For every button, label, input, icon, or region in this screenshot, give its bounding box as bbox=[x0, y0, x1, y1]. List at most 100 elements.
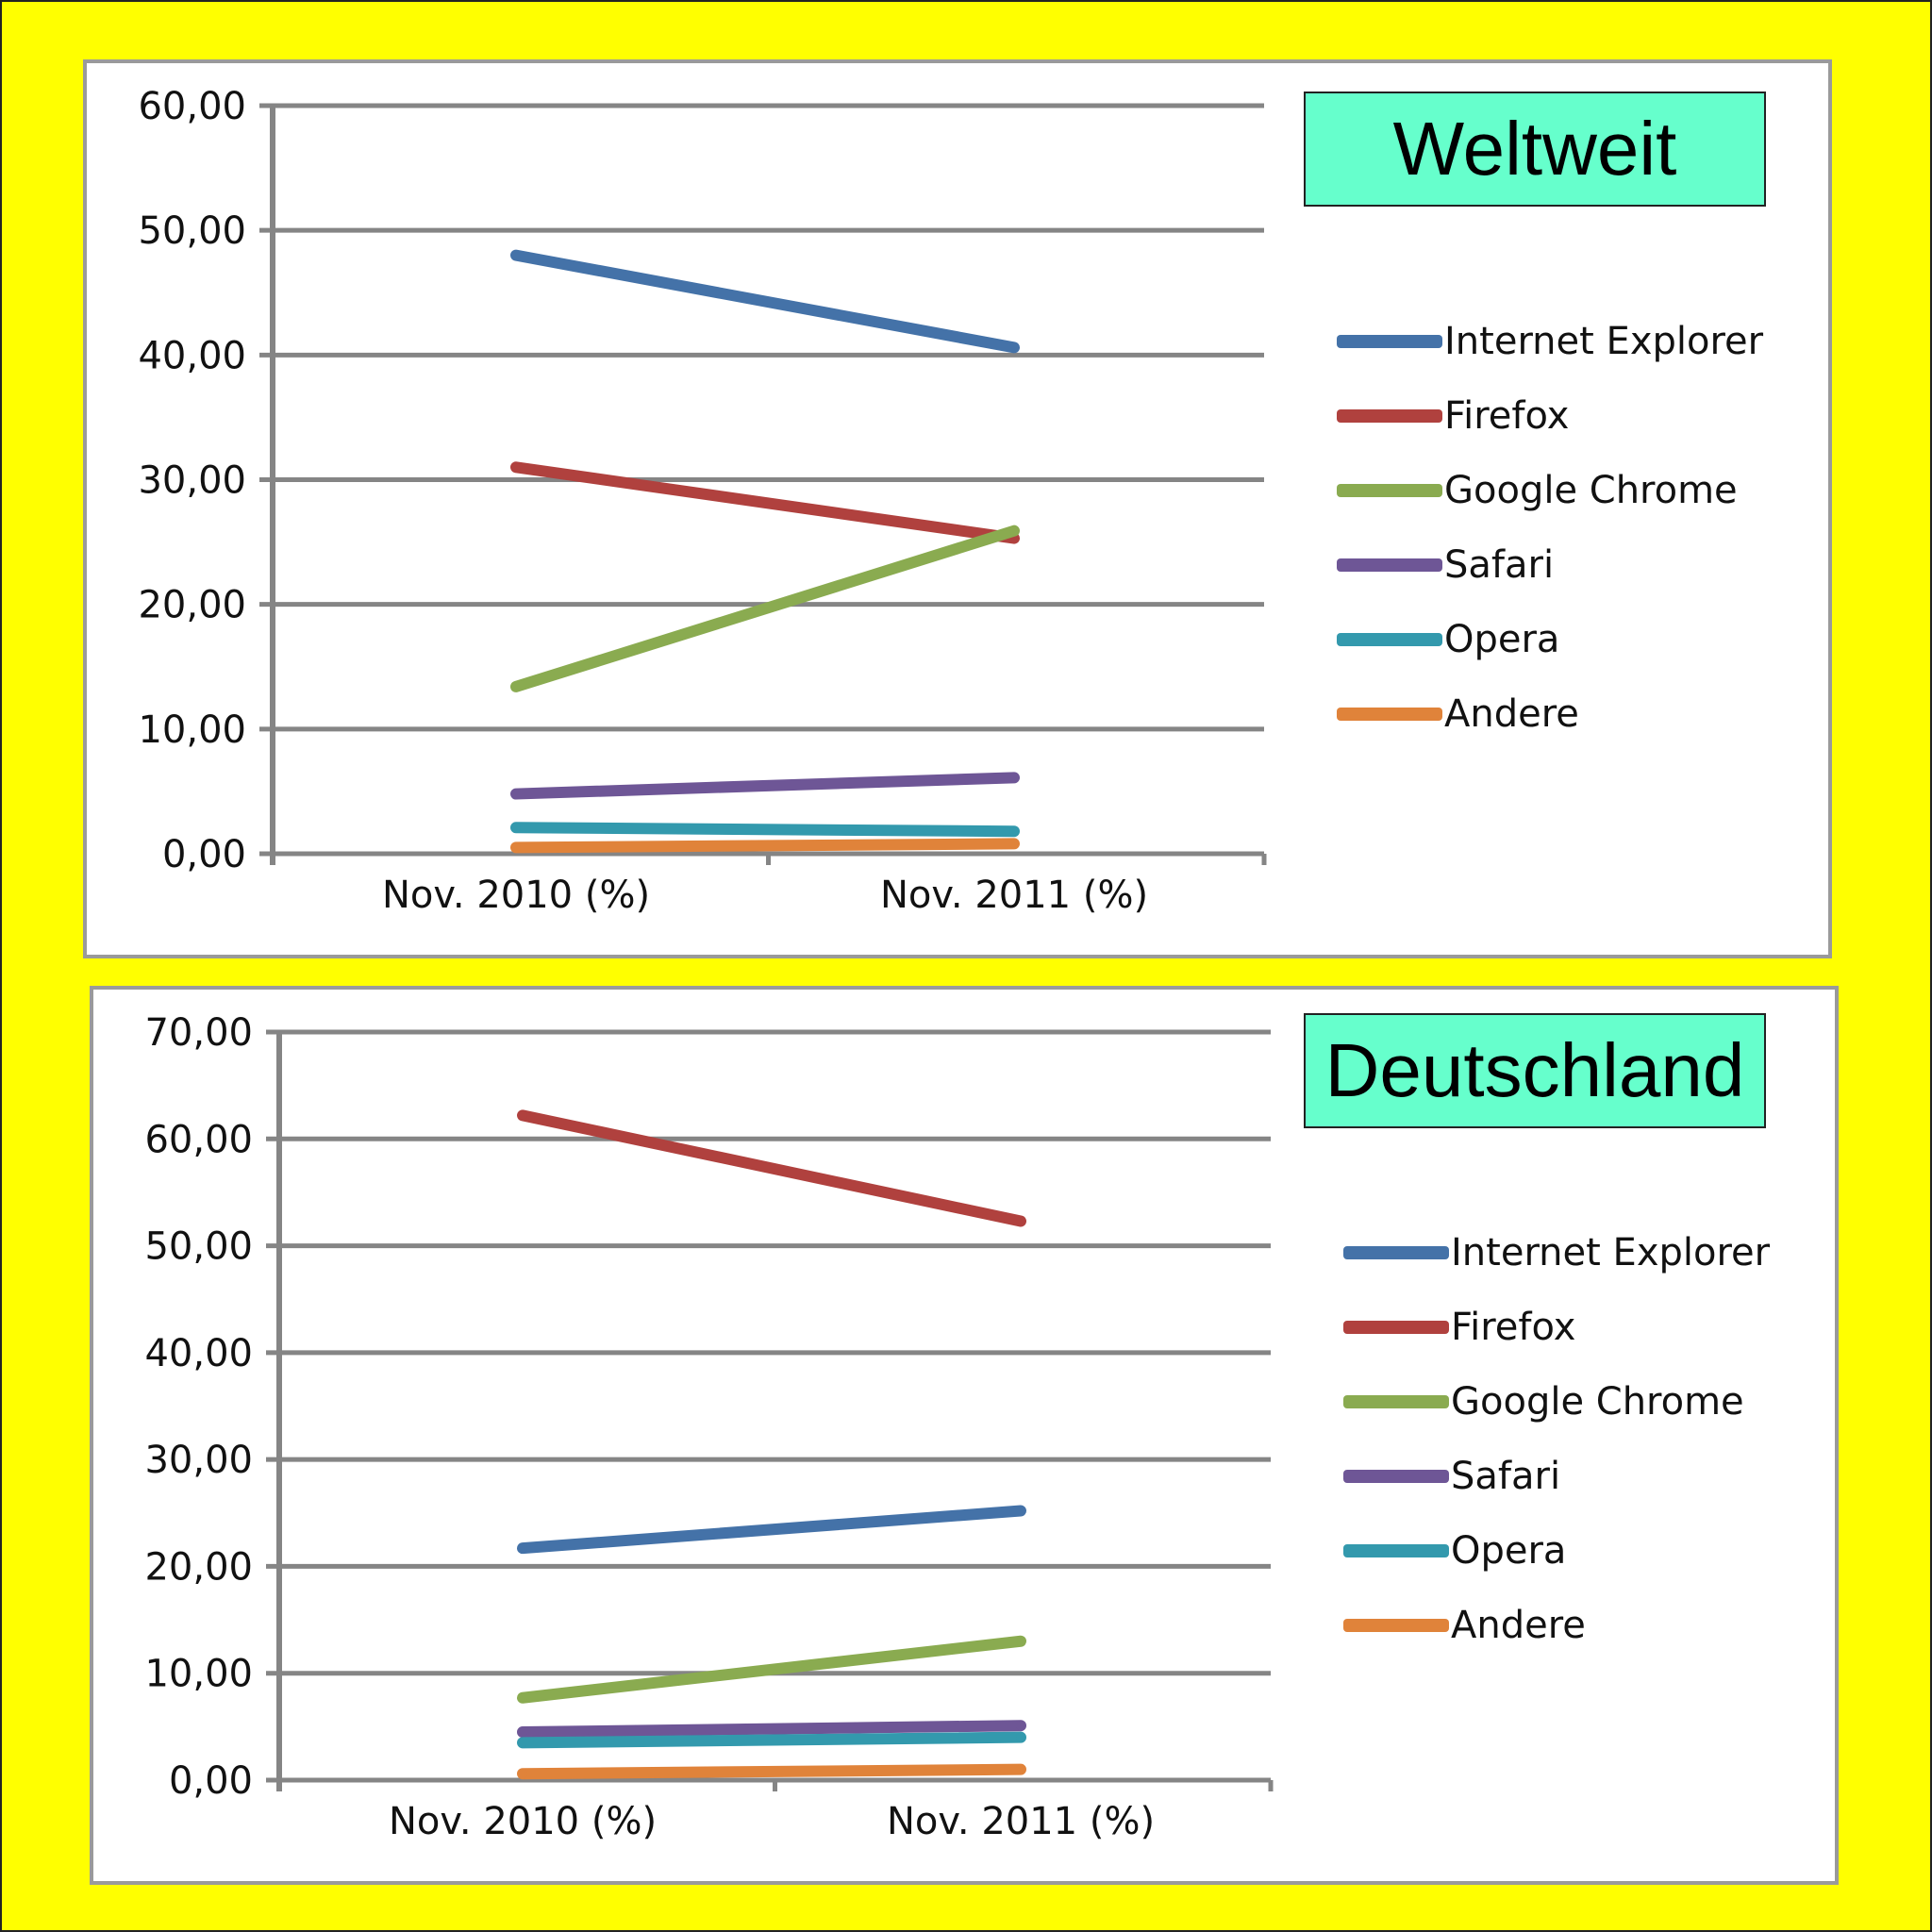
data-point bbox=[1016, 1216, 1025, 1226]
y-tick-label: 60,00 bbox=[144, 1118, 253, 1161]
line-chart-deutschland: 0,00 10,00 20,00 30,00 40,00 50,00 60,00 70,00 N… bbox=[144, 1011, 1274, 1843]
y-tick-label: 20,00 bbox=[144, 1545, 253, 1589]
data-point bbox=[511, 250, 521, 260]
y-tick-label: 50,00 bbox=[138, 209, 246, 253]
series-internet-explorer bbox=[517, 1505, 1026, 1555]
legend-label: Safari bbox=[1451, 1454, 1561, 1498]
series-line bbox=[510, 525, 1020, 692]
legend-label: Opera bbox=[1444, 617, 1560, 661]
legend-item: Firefox bbox=[1343, 1290, 1770, 1364]
legend-item: Opera bbox=[1337, 602, 1763, 676]
x-tick-label: Nov. 2011 (%) bbox=[880, 874, 1148, 917]
data-point bbox=[511, 842, 521, 853]
data-point bbox=[511, 823, 521, 833]
legend-deutschland: Internet Explorer Firefox Google Chrome … bbox=[1343, 1215, 1770, 1662]
x-tick-label: Nov. 2011 (%) bbox=[887, 1800, 1155, 1843]
y-tick-label: 0,00 bbox=[169, 1759, 253, 1803]
legend-label: Firefox bbox=[1444, 393, 1570, 438]
legend-swatch bbox=[1343, 1618, 1449, 1632]
chart-title-weltweit: Weltweit bbox=[1304, 92, 1766, 207]
legend-label: Andere bbox=[1451, 1603, 1586, 1647]
y-tick-label: 40,00 bbox=[138, 334, 246, 377]
legend-swatch bbox=[1343, 1245, 1449, 1259]
legend-label: Andere bbox=[1444, 691, 1579, 736]
series-line bbox=[510, 838, 1020, 854]
y-tick-label: 30,00 bbox=[138, 459, 246, 503]
legend-item: Google Chrome bbox=[1343, 1364, 1770, 1439]
series-google-chrome bbox=[510, 525, 1020, 692]
chart-panel-weltweit: 0,00 10,00 20,00 30,00 40,00 50,00 60,00 Nov. 2… bbox=[83, 59, 1832, 958]
data-point bbox=[1009, 839, 1019, 849]
legend-item: Firefox bbox=[1337, 378, 1763, 453]
series-line bbox=[517, 1109, 1026, 1227]
series-firefox bbox=[510, 461, 1020, 544]
series-safari bbox=[510, 772, 1020, 800]
legend-item: Safari bbox=[1343, 1439, 1770, 1513]
legend-weltweit: Internet Explorer Firefox Google Chrome … bbox=[1337, 304, 1763, 751]
series-line bbox=[510, 249, 1020, 354]
series-line bbox=[517, 1720, 1026, 1739]
data-point bbox=[1009, 342, 1019, 353]
legend-item: Safari bbox=[1337, 527, 1763, 602]
data-point bbox=[511, 681, 521, 691]
data-point bbox=[1016, 1636, 1025, 1646]
x-tick-label: Nov. 2010 (%) bbox=[389, 1800, 657, 1843]
chart-title-deutschland: Deutschland bbox=[1304, 1013, 1766, 1128]
series-line bbox=[510, 461, 1020, 544]
legend-swatch bbox=[1337, 707, 1442, 721]
legend-item: Internet Explorer bbox=[1337, 304, 1763, 378]
data-point bbox=[1016, 1732, 1025, 1742]
series-line bbox=[517, 1505, 1026, 1555]
data-point bbox=[518, 1110, 527, 1121]
legend-item: Internet Explorer bbox=[1343, 1215, 1770, 1290]
series-line bbox=[517, 1763, 1026, 1780]
data-point bbox=[511, 789, 521, 799]
data-point bbox=[1009, 773, 1019, 783]
legend-swatch bbox=[1337, 334, 1442, 348]
legend-item: Andere bbox=[1343, 1588, 1770, 1662]
legend-item: Andere bbox=[1337, 676, 1763, 751]
series-opera bbox=[517, 1731, 1026, 1749]
series-google-chrome bbox=[517, 1635, 1026, 1704]
legend-swatch bbox=[1337, 632, 1442, 646]
series-andere bbox=[510, 838, 1020, 854]
series-line bbox=[517, 1635, 1026, 1704]
series-line bbox=[510, 822, 1020, 838]
data-point bbox=[518, 1727, 527, 1738]
legend-swatch bbox=[1343, 1320, 1449, 1334]
legend-item: Google Chrome bbox=[1337, 453, 1763, 527]
y-tick-label: 60,00 bbox=[138, 85, 246, 128]
data-point bbox=[518, 1692, 527, 1703]
y-tick-label: 10,00 bbox=[144, 1653, 253, 1696]
chart-panel-deutschland: 0,00 10,00 20,00 30,00 40,00 50,00 60,00 70,00 N… bbox=[90, 986, 1839, 1885]
x-tick-label: Nov. 2010 (%) bbox=[382, 874, 650, 917]
legend-swatch bbox=[1337, 408, 1442, 423]
series-line bbox=[517, 1731, 1026, 1749]
data-point bbox=[1009, 826, 1019, 837]
y-tick-label: 20,00 bbox=[138, 584, 246, 627]
data-point bbox=[518, 1738, 527, 1748]
series-safari bbox=[517, 1720, 1026, 1739]
series-opera bbox=[510, 822, 1020, 838]
data-point bbox=[511, 462, 521, 473]
data-point bbox=[1009, 525, 1019, 536]
series-line bbox=[510, 772, 1020, 800]
legend-label: Internet Explorer bbox=[1444, 319, 1764, 363]
legend-swatch bbox=[1343, 1469, 1449, 1483]
y-tick-label: 10,00 bbox=[138, 708, 246, 752]
series-internet-explorer bbox=[510, 249, 1020, 354]
y-tick-label: 50,00 bbox=[144, 1225, 253, 1269]
data-point bbox=[1016, 1764, 1025, 1774]
legend-swatch bbox=[1343, 1394, 1449, 1408]
y-tick-label: 70,00 bbox=[144, 1011, 253, 1055]
legend-label: Safari bbox=[1444, 542, 1555, 587]
y-tick-label: 0,00 bbox=[162, 833, 246, 876]
data-point bbox=[518, 1769, 527, 1779]
series-firefox bbox=[517, 1109, 1026, 1227]
legend-swatch bbox=[1337, 558, 1442, 572]
legend-label: Opera bbox=[1451, 1528, 1567, 1573]
legend-swatch bbox=[1337, 483, 1442, 497]
data-point bbox=[1016, 1506, 1025, 1516]
legend-label: Google Chrome bbox=[1451, 1379, 1744, 1424]
